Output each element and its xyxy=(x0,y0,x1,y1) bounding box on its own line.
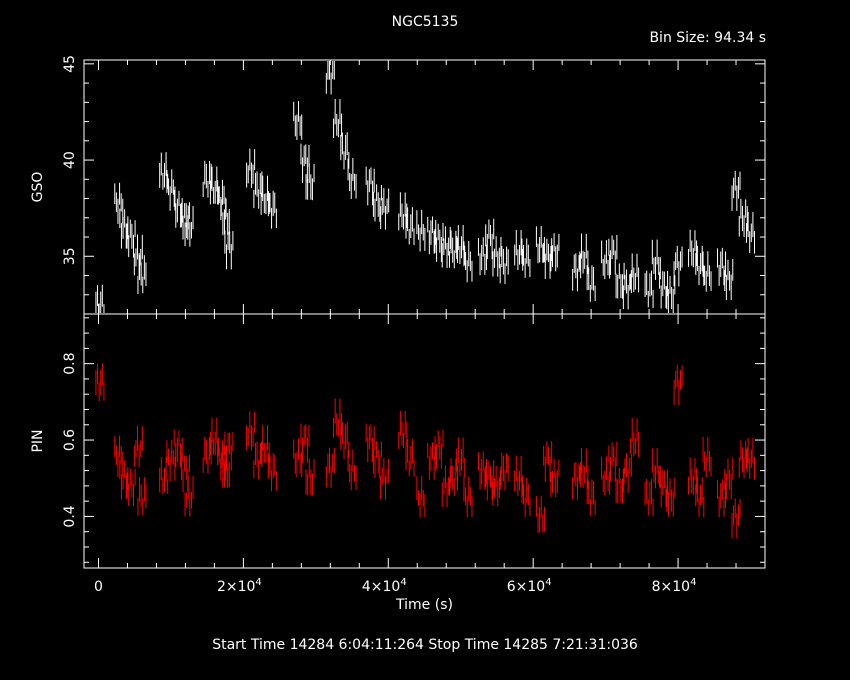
x-tick-label: 2×104 xyxy=(217,577,262,595)
y-tick-label: 0.4 xyxy=(62,505,78,527)
x-tick-label: 0 xyxy=(94,579,103,595)
y-tick-label: 0.6 xyxy=(62,429,78,451)
y-tick-label: 0.8 xyxy=(62,353,78,375)
x-tick-label: 6×104 xyxy=(507,577,552,595)
x-tick-label: 4×104 xyxy=(362,577,407,595)
y-tick-label: 40 xyxy=(62,151,78,169)
x-tick-label: 8×104 xyxy=(652,577,697,595)
y-tick-label: 45 xyxy=(62,55,78,73)
y-axis-label-pin: PIN xyxy=(30,429,46,452)
chart-title: NGC5135 xyxy=(391,14,459,30)
y-axis-label-gso: GSO xyxy=(30,172,46,203)
x-axis-label: Time (s) xyxy=(396,597,453,613)
y-tick-label: 35 xyxy=(62,247,78,265)
panel-frame-1 xyxy=(83,313,766,569)
bin-size-label: Bin Size: 94.34 s xyxy=(649,30,766,46)
time-range-footer: Start Time 14284 6:04:11:264 Stop Time 1… xyxy=(212,637,638,653)
